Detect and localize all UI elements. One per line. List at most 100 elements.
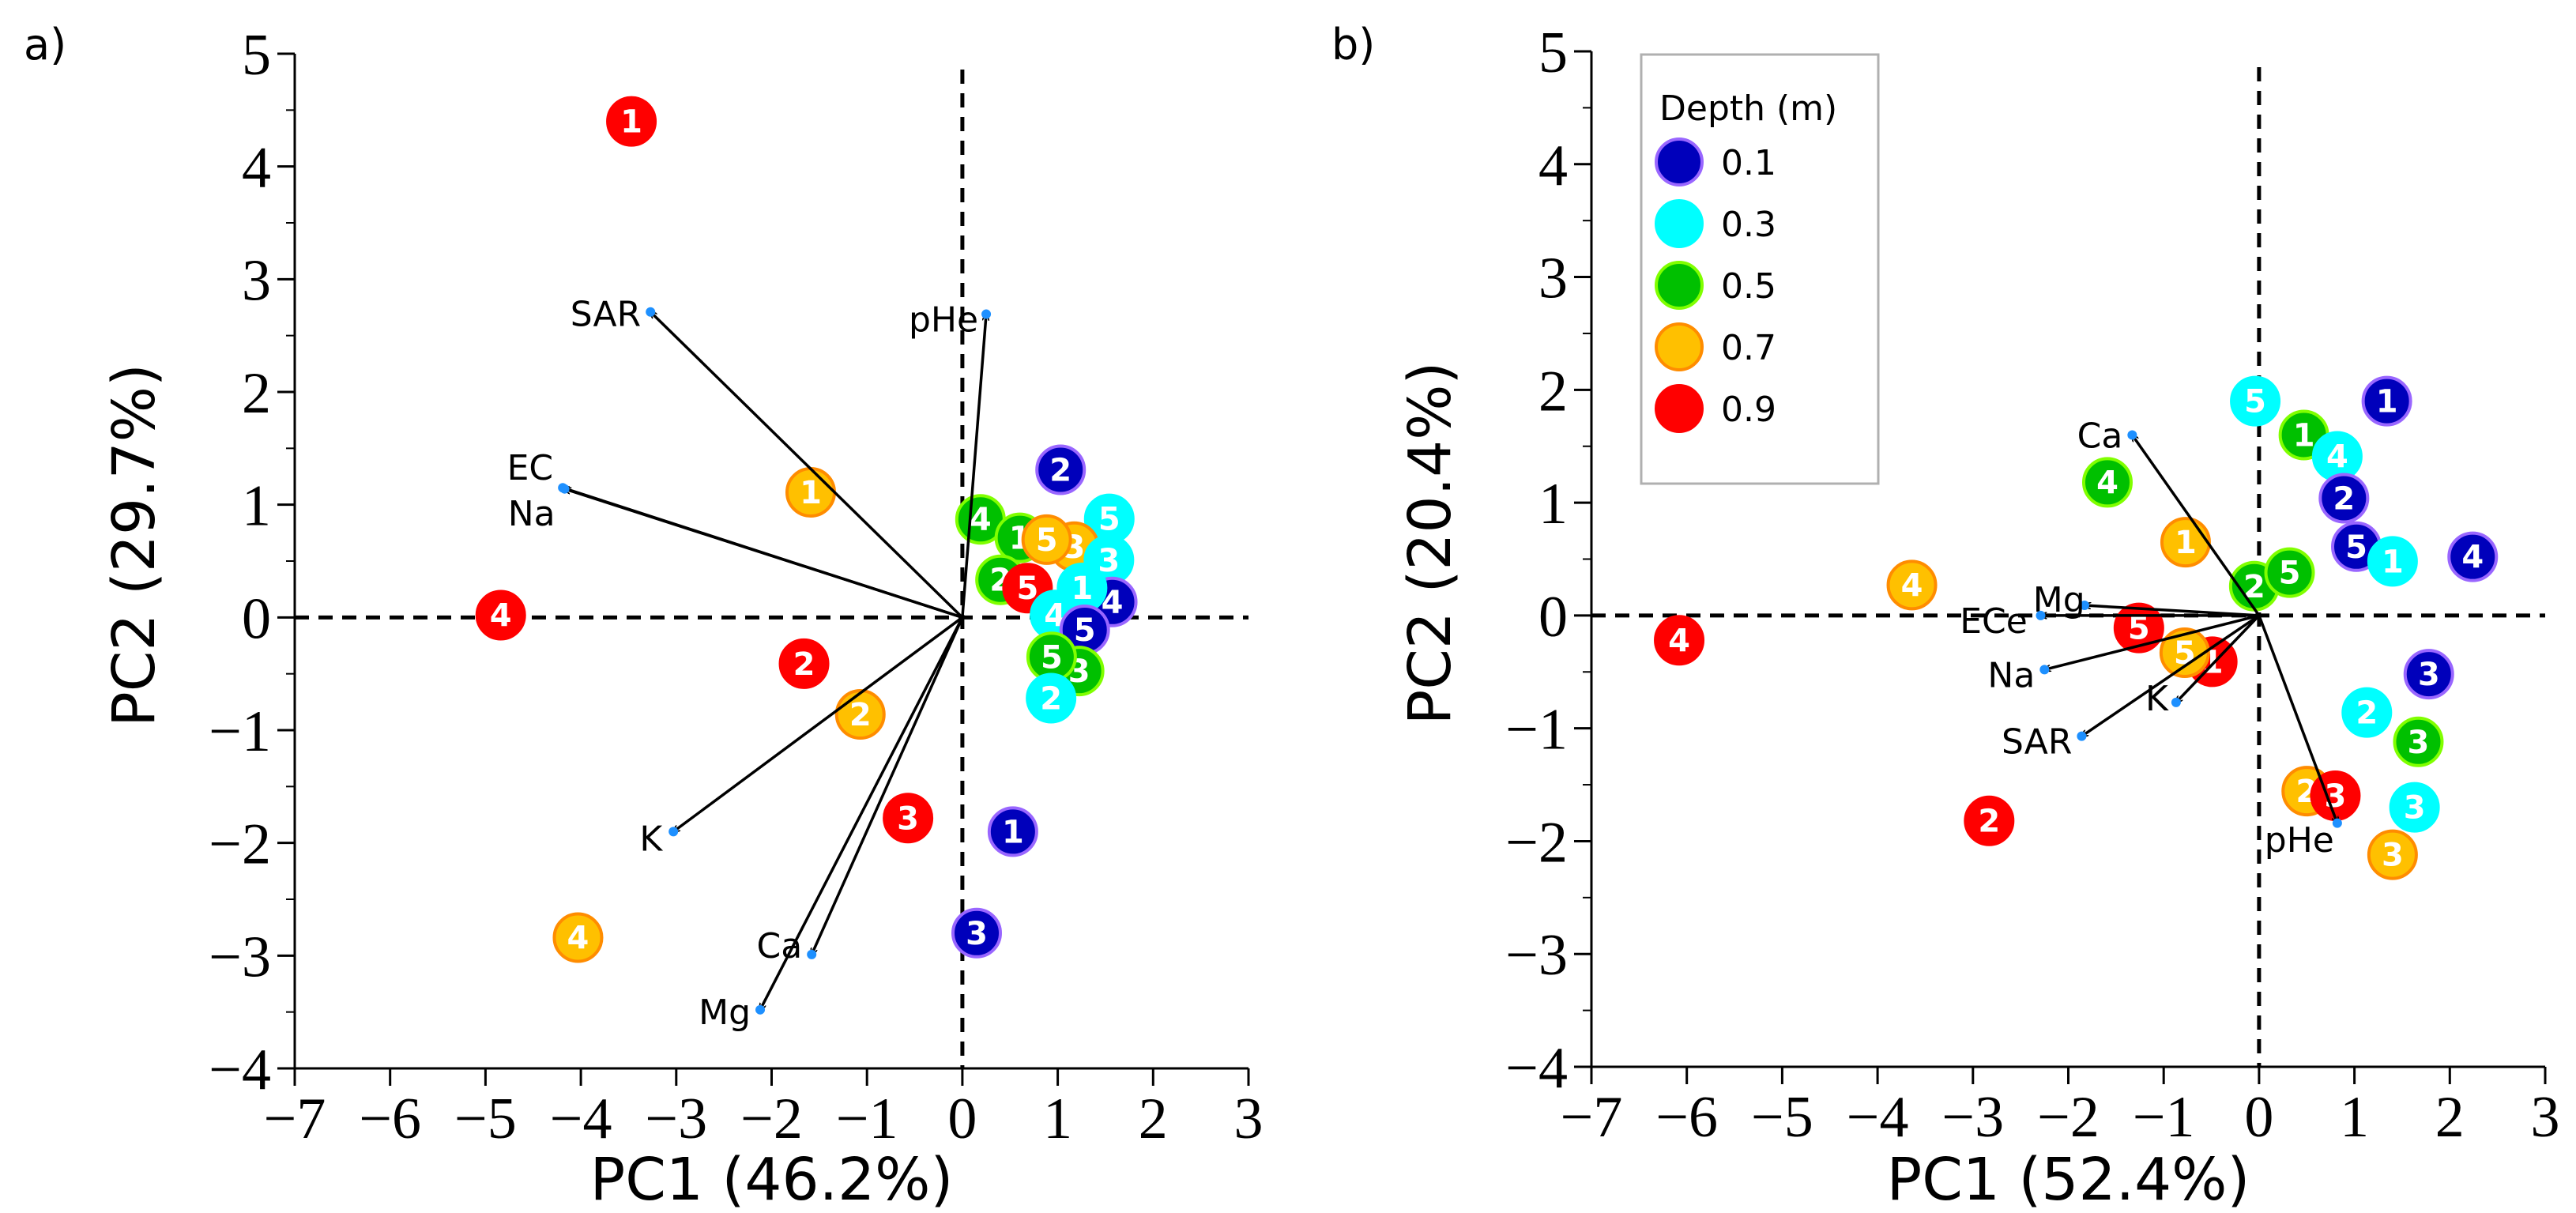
- score-label: 4: [567, 921, 589, 957]
- score-label: 3: [2404, 790, 2426, 827]
- loading-label: Mg: [699, 993, 751, 1033]
- loading-tip: [981, 309, 992, 319]
- y-tick-label: 0: [242, 586, 271, 651]
- score-point: 5: [1026, 631, 1077, 683]
- y-tick-label: 2: [1538, 359, 1568, 424]
- x-tick-label: −6: [359, 1087, 421, 1151]
- y-tick-label: 3: [1538, 247, 1568, 311]
- score-label: 5: [2244, 384, 2266, 420]
- score-point: 4: [2081, 457, 2133, 508]
- x-tick-label: −7: [1561, 1085, 1623, 1150]
- loading-label: SAR: [571, 295, 641, 335]
- y-tick-label: −1: [209, 699, 271, 764]
- score-label: 1: [2382, 544, 2404, 580]
- x-tick-label: −2: [740, 1087, 803, 1151]
- score-label: 3: [2382, 838, 2404, 874]
- x-axis-title: PC1 (52.4%): [1887, 1146, 2250, 1213]
- legend-label: 0.3: [1721, 205, 1776, 245]
- legend-marker: [1655, 384, 1704, 433]
- score-point: 1: [987, 806, 1038, 857]
- x-tick-label: −6: [1655, 1085, 1718, 1150]
- loading-label: K: [639, 819, 663, 859]
- loading-label: pHe: [909, 300, 978, 341]
- score-point: 1: [2361, 375, 2412, 427]
- legend-entry: 0.7: [1655, 322, 1776, 371]
- loading-arrow: [2132, 435, 2261, 616]
- y-tick-label: −1: [1505, 698, 1568, 763]
- score-label: 4: [2096, 465, 2118, 501]
- loading-arrow: [2258, 615, 2337, 823]
- score-marker: [883, 793, 934, 844]
- score-label: 5: [1036, 522, 1058, 559]
- score-label: 2: [849, 697, 872, 733]
- panel-label: a): [24, 20, 66, 70]
- score-label: 5: [1074, 612, 1096, 649]
- score-label: 3: [2418, 657, 2440, 693]
- x-tick-label: 1: [2340, 1085, 2369, 1150]
- loading-arrow: [961, 315, 986, 618]
- y-tick-label: −3: [1505, 923, 1568, 988]
- legend-marker: [1655, 261, 1704, 310]
- score-point: 5: [2230, 375, 2281, 427]
- x-tick-label: 2: [2435, 1085, 2465, 1150]
- loading-tip: [2077, 731, 2087, 741]
- score-label: 1: [1002, 814, 1024, 850]
- loading-arrow: [2044, 614, 2260, 670]
- score-marker: [2081, 457, 2133, 508]
- loading-label: Na: [508, 494, 555, 534]
- score-marker: [2367, 829, 2418, 880]
- panel-label: b): [1331, 20, 1375, 70]
- score-marker: [2318, 473, 2370, 524]
- x-tick-label: −5: [1751, 1085, 1813, 1150]
- score-marker: [951, 907, 1003, 959]
- score-point: 4: [2447, 531, 2499, 582]
- loading-tip: [2036, 610, 2046, 620]
- y-tick-label: 2: [242, 361, 271, 426]
- loading-arrow: [2085, 605, 2260, 617]
- loading-arrow: [650, 312, 964, 619]
- loading-label: Na: [1987, 655, 2035, 695]
- y-tick-label: 1: [1538, 472, 1568, 537]
- score-label: 5: [1098, 502, 1120, 538]
- y-tick-label: 5: [242, 23, 271, 88]
- score-point: 3: [2403, 649, 2454, 700]
- x-tick-label: 0: [947, 1087, 977, 1151]
- score-point: 2: [1026, 672, 1077, 724]
- y-tick-label: −3: [209, 925, 271, 989]
- score-label: 5: [1041, 639, 1063, 676]
- score-label: 3: [897, 801, 919, 837]
- y-tick-label: −4: [1505, 1036, 1568, 1101]
- legend-entry: 0.3: [1655, 199, 1776, 248]
- loading-tip: [559, 484, 570, 494]
- score-marker: [2403, 649, 2454, 700]
- score-marker: [1886, 559, 1938, 611]
- score-marker: [1021, 514, 1072, 565]
- legend-label: 0.7: [1721, 328, 1776, 368]
- score-label: 2: [793, 646, 815, 683]
- score-point: 4: [552, 912, 604, 963]
- score-label: 3: [966, 916, 988, 952]
- score-marker: [2367, 536, 2418, 587]
- x-axis-title: PC1 (46.2%): [590, 1146, 954, 1213]
- score-label: 5: [2279, 556, 2301, 592]
- loading-arrow: [673, 616, 963, 831]
- score-point: 3: [2393, 716, 2444, 767]
- x-tick-label: 1: [1043, 1087, 1072, 1151]
- score-point: 3: [2389, 782, 2440, 833]
- score-label: 4: [2326, 439, 2348, 476]
- loading-label: SAR: [2002, 722, 2072, 763]
- x-tick-label: −5: [454, 1087, 517, 1151]
- loading-tip: [755, 1004, 766, 1015]
- score-label: 2: [2356, 695, 2378, 732]
- score-point: 1: [2367, 536, 2418, 587]
- x-tick-label: 3: [1234, 1087, 1264, 1151]
- loading-tip: [646, 307, 656, 317]
- score-label: 1: [2293, 417, 2315, 454]
- score-marker: [475, 590, 526, 641]
- y-tick-label: −4: [209, 1038, 271, 1102]
- score-marker: [2264, 547, 2315, 598]
- legend-entry: 0.5: [1655, 261, 1776, 310]
- loading-tip: [807, 949, 817, 959]
- score-point: 2: [834, 689, 886, 740]
- score-point: 2: [2318, 473, 2370, 524]
